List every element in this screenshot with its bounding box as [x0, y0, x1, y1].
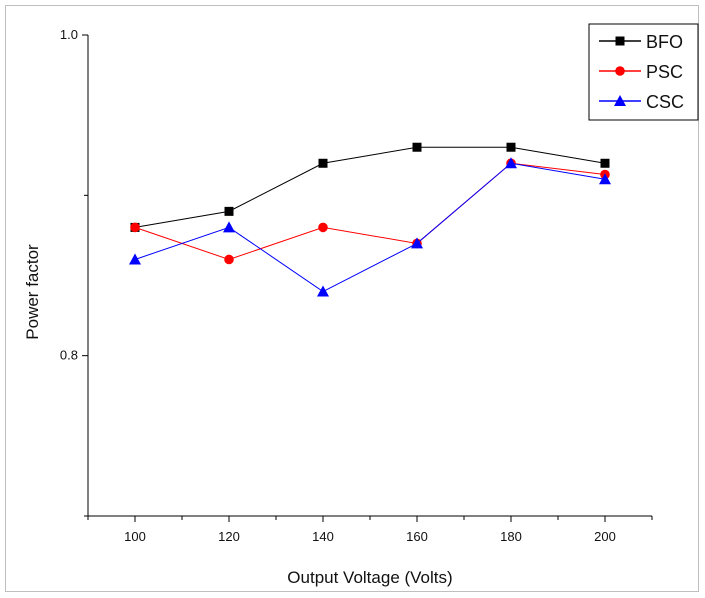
- data-point-csc: [317, 285, 329, 297]
- series-bfo: [130, 142, 610, 232]
- data-point-psc: [318, 222, 328, 233]
- x-tick-label: 200: [594, 529, 616, 544]
- data-point-csc: [411, 237, 423, 249]
- x-tick-label: 100: [124, 529, 146, 544]
- legend-marker-csc: [614, 95, 626, 106]
- data-point-bfo: [224, 206, 234, 216]
- legend: BFO PSC CSC: [588, 23, 699, 121]
- legend-marker-psc: [615, 66, 625, 76]
- data-point-psc: [224, 254, 234, 265]
- x-tick-label: 120: [218, 529, 240, 544]
- legend-marker-bfo: [615, 36, 625, 46]
- series-line-csc: [134, 162, 606, 293]
- series-line-psc: [134, 162, 606, 260]
- legend-label-bfo: BFO: [646, 32, 683, 52]
- data-point-bfo: [412, 142, 422, 152]
- chart-frame: [5, 5, 699, 592]
- x-tick-label: 140: [312, 529, 334, 544]
- legend-box: [588, 23, 699, 121]
- data-point-csc: [129, 253, 141, 265]
- y-tick-label: 1.0: [60, 27, 78, 42]
- data-point-csc: [599, 173, 611, 185]
- data-point-bfo: [318, 158, 328, 168]
- legend-label-psc: PSC: [646, 62, 683, 82]
- data-point-psc: [130, 222, 140, 233]
- y-axis-title: Power factor: [23, 244, 42, 340]
- data-point-csc: [505, 157, 517, 169]
- x-axis-title: Output Voltage (Volts): [287, 568, 452, 587]
- data-point-csc: [223, 221, 235, 233]
- legend-label-csc: CSC: [646, 92, 684, 112]
- series-psc: [130, 158, 610, 265]
- x-tick-label: 160: [406, 529, 428, 544]
- y-tick-label: 0.8: [60, 348, 78, 363]
- series-csc: [129, 157, 611, 297]
- x-tick-label: 180: [500, 529, 522, 544]
- axes: 100 120 140 160 180 200 0.8 1.0: [60, 27, 653, 544]
- data-point-bfo: [600, 158, 610, 168]
- series-layer: [129, 142, 611, 297]
- series-line-bfo: [134, 146, 606, 228]
- data-point-bfo: [506, 142, 516, 152]
